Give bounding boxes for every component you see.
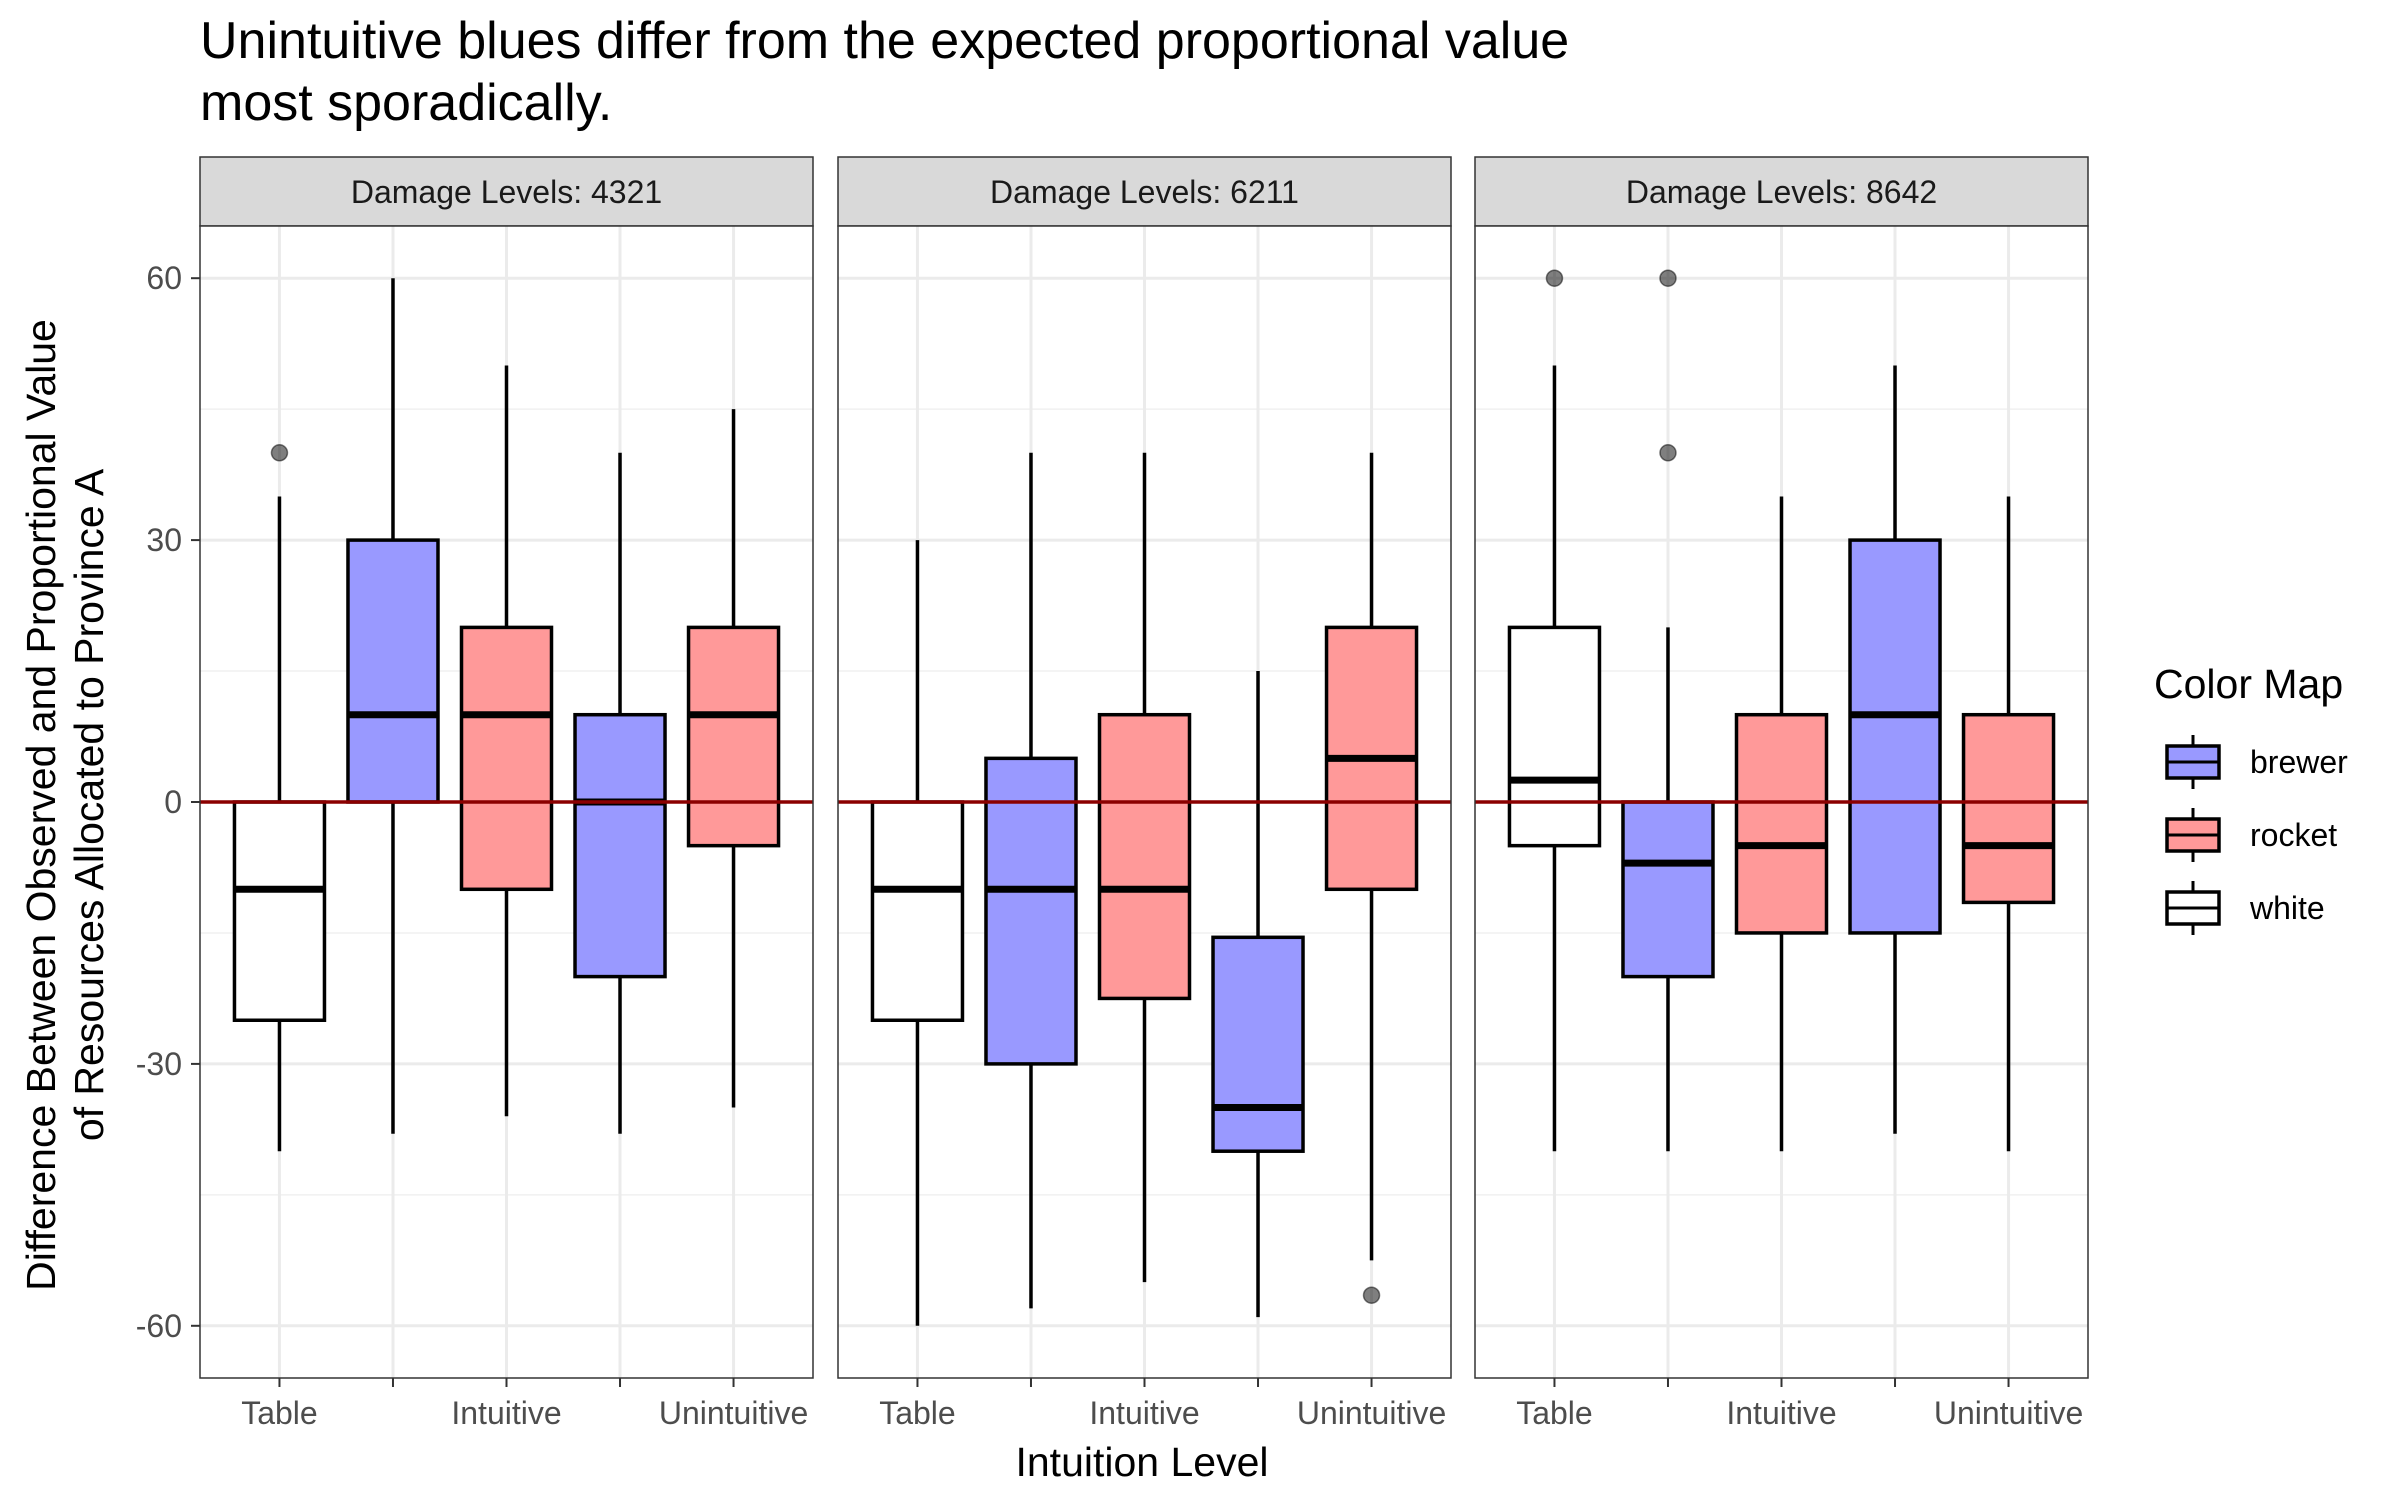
- facet-strip: [1474, 156, 2089, 227]
- box-brewer: [1211, 671, 1305, 1318]
- x-tick-label: Table: [241, 1395, 318, 1431]
- y-axis: -60 -30 0 30 60: [136, 260, 200, 1344]
- box-brewer: [573, 452, 667, 1134]
- facet-panels: Damage Levels: 4321 Table Intuitive Unintui…: [199, 156, 2089, 1431]
- box-body: [1507, 625, 1602, 848]
- legend-label: white: [2249, 890, 2325, 926]
- box-brewer: [1848, 365, 1942, 1134]
- outlier-point: [270, 444, 289, 462]
- y-axis-title-line-2: of Resources Allocated to Province A: [66, 468, 112, 1141]
- facet-panel: Damage Levels: 8642 Table Intuitive Unintui…: [1474, 156, 2089, 1431]
- facet-strip: [199, 156, 814, 227]
- facet-strip-label: Damage Levels: 8642: [1626, 174, 1937, 210]
- box-brewer: [984, 452, 1078, 1309]
- x-axis-title: Intuition Level: [1015, 1439, 1268, 1485]
- legend-label: rocket: [2250, 817, 2337, 853]
- outlier-point: [1545, 269, 1564, 287]
- legend-title: Color Map: [2154, 661, 2343, 707]
- x-tick-label: Intuitive: [1089, 1395, 1199, 1431]
- x-tick-label: Intuitive: [451, 1395, 561, 1431]
- x-tick-label: Table: [1516, 1395, 1593, 1431]
- x-tick-label: Intuitive: [1726, 1395, 1836, 1431]
- box-rocket: [1324, 452, 1419, 1304]
- box-white: [1507, 269, 1602, 1152]
- facet-strip-label: Damage Levels: 4321: [351, 174, 662, 210]
- facet-strip: [837, 156, 1452, 227]
- legend-item-brewer: brewer: [2165, 735, 2348, 789]
- outlier-point: [1659, 444, 1677, 462]
- legend-label: brewer: [2250, 744, 2348, 780]
- box-rocket: [1734, 496, 1829, 1152]
- box-body: [1848, 538, 1942, 935]
- outlier-point: [1362, 1286, 1381, 1304]
- box-rocket: [1961, 496, 2056, 1152]
- x-tick-label: Unintuitive: [1297, 1395, 1446, 1431]
- box-body: [346, 538, 440, 804]
- box-body: [984, 756, 1078, 1066]
- box-body: [459, 625, 554, 892]
- x-tick-label: Table: [879, 1395, 956, 1431]
- legend-item-white: white: [2165, 881, 2325, 935]
- box-white: [870, 540, 965, 1326]
- chart-title-line-1: Unintuitive blues differ from the expect…: [200, 12, 1569, 70]
- box-body: [870, 800, 965, 1022]
- legend-item-rocket: rocket: [2165, 808, 2337, 862]
- box-body: [1211, 935, 1305, 1153]
- box-body: [686, 625, 781, 848]
- box-body: [1097, 712, 1192, 1001]
- box-rocket: [1097, 452, 1192, 1283]
- box-body: [1961, 712, 2056, 905]
- box-body: [1621, 800, 1715, 979]
- y-tick-label: 60: [146, 260, 182, 296]
- box-rocket: [686, 409, 781, 1108]
- facet-panel: Damage Levels: 6211 Table Intuitive Unintui…: [837, 156, 1452, 1431]
- y-tick-label: 0: [164, 784, 182, 820]
- box-rocket: [459, 365, 554, 1117]
- y-tick-label: -60: [136, 1308, 182, 1344]
- legend: Color Map brewer rocket white: [2154, 661, 2348, 935]
- facet-strip-label: Damage Levels: 6211: [990, 174, 1299, 210]
- box-brewer: [1621, 269, 1715, 1152]
- box-body: [573, 712, 667, 979]
- facet-panel: Damage Levels: 4321 Table Intuitive Unintui…: [199, 156, 814, 1431]
- y-tick-label: 30: [146, 522, 182, 558]
- outlier-point: [1659, 269, 1677, 287]
- x-tick-label: Unintuitive: [659, 1395, 808, 1431]
- y-axis-title-line-1: Difference Between Observed and Proporti…: [18, 319, 64, 1291]
- x-tick-label: Unintuitive: [1934, 1395, 2083, 1431]
- box-body: [232, 800, 327, 1022]
- chart-title-line-2: most sporadically.: [200, 74, 612, 132]
- box-body: [1734, 712, 1829, 935]
- y-tick-label: -30: [136, 1046, 182, 1082]
